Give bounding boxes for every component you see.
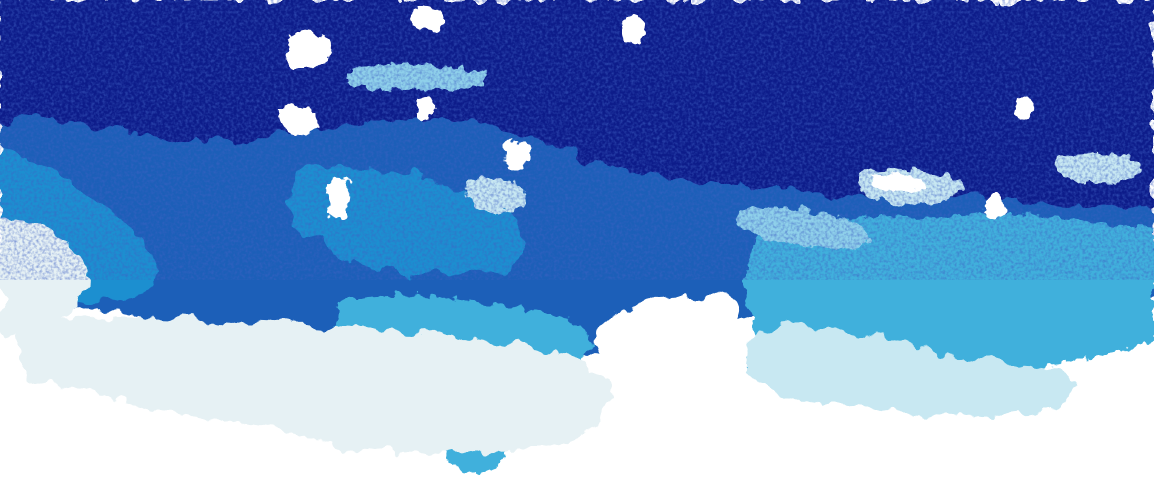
paper-white-lower-area bbox=[0, 294, 1154, 489]
white-paper-flecks bbox=[278, 6, 1035, 219]
speckle-texture bbox=[0, 0, 1154, 280]
